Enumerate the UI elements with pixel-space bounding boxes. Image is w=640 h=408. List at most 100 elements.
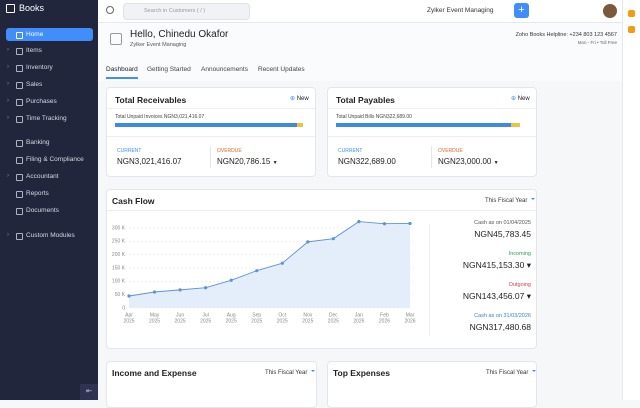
nav-item[interactable]: › Custom Modules [6,229,93,242]
overdue-label: OVERDUE [438,148,463,154]
summary-label: Incoming [508,251,531,257]
point[interactable] [306,240,310,244]
summary-amount: NGN415,153.30 [462,260,525,270]
nav-label: Custom Modules [26,232,75,239]
summary-value: NGN317,480.68 [470,322,531,332]
y-tick-label: 50 K [115,292,126,298]
x-tick-year: 2026 [353,318,364,324]
nav-label: Purchases [26,98,57,105]
summary-value[interactable]: NGN415,153.30 ▾ [462,260,531,270]
x-tick-year: 2025 [149,318,160,324]
point[interactable] [178,288,182,292]
search-box[interactable]: Search in Customers ( / ) [123,3,250,20]
org-switcher[interactable]: Zylker Event Managing [427,7,494,14]
org-icon [110,33,122,45]
line [128,221,411,297]
tab[interactable]: Getting Started [147,66,191,73]
point[interactable] [382,222,387,226]
nav-label: Filing & Compliance [26,156,84,163]
x-tick-label: Aug [227,312,236,318]
new-link[interactable]: ⊕ New [290,96,309,102]
x-tick-label: Oct [278,312,286,318]
income-expense-card: Income and Expense This Fiscal Year [106,361,317,408]
tab[interactable]: Recent Updates [258,66,305,73]
collapse[interactable]: ⇤ [80,384,98,400]
x-tick-year: 2025 [175,318,186,324]
nav-icon [16,32,23,39]
nav-label: Accountant [26,173,59,180]
overdue-value: NGN20,786.15 [217,157,271,166]
strip-icon[interactable] [628,10,635,17]
nav-icon [16,140,23,147]
x-tick-label: Apr [125,312,133,318]
period-select[interactable]: This Fiscal Year [486,370,536,376]
x-tick-year: 2025 [302,318,313,324]
logo [6,4,15,13]
point[interactable] [357,220,361,224]
avatar[interactable] [603,4,617,18]
nav-item[interactable]: › Purchases [6,95,93,108]
summary-amount: NGN45,783.45 [474,229,531,239]
point[interactable] [255,269,259,273]
overdue-amount[interactable]: NGN20,786.15 ▼ [217,157,278,166]
nav-item[interactable]: Home [6,28,93,41]
chevron: › [7,232,9,238]
nav-item[interactable]: › Accountant [6,170,93,183]
chevron: › [7,98,9,104]
strip-icon[interactable] [628,26,635,33]
chevron: › [7,47,9,53]
sidebar: Books ⇤ Home › Items › Inventory › Sales › Purch… [0,0,98,400]
point[interactable] [127,294,131,298]
y-tick-label: 150 K [112,265,126,271]
summary-value[interactable]: NGN143,456.07 ▾ [462,291,531,301]
nav-icon [16,48,23,55]
nav-item[interactable]: Reports [6,187,93,200]
point[interactable] [152,290,157,294]
point[interactable] [408,221,412,226]
overdue-amount[interactable]: NGN23,000.00 ▼ [438,157,499,166]
nav-item[interactable]: › Items [6,44,93,57]
nav-item[interactable]: Filing & Compliance [6,153,93,166]
nav-item[interactable]: Banking [6,136,93,149]
current-label: CURRENT [117,148,142,154]
point[interactable] [229,278,233,282]
current-label: CURRENT [338,148,363,154]
x-tick-year: 2026 [404,318,415,324]
summary-amount: NGN317,480.68 [469,322,531,332]
nav-label: Home [26,31,44,38]
x-tick-label: Jan [355,312,363,318]
new-link[interactable]: ⊕ New [511,96,530,102]
nav-label: Time Tracking [26,115,67,122]
nav-item[interactable]: › Sales [6,78,93,91]
top-expenses-card: Top Expenses This Fiscal Year [327,361,537,408]
y-tick-label: 300 K [112,225,126,231]
point[interactable] [204,286,208,290]
overdue-label: OVERDUE [217,148,242,154]
chevron: › [7,173,9,179]
tab[interactable]: Dashboard [106,66,138,79]
new-button[interactable]: + [514,3,529,18]
point[interactable] [280,261,284,265]
nav-item[interactable]: Documents [6,204,93,217]
overdue-value: NGN23,000.00 [438,157,492,166]
nav-item[interactable]: › Time Tracking [6,112,93,125]
progress-bar [336,123,520,127]
tab[interactable]: Announcements [201,66,248,73]
card-title: Income and Expense [112,368,197,378]
refresh[interactable] [106,6,114,14]
progress-bar [115,123,303,127]
new-label: New [517,96,530,102]
x-tick-label: May [150,312,160,318]
period-select[interactable]: This Fiscal Year [265,370,315,376]
nav-label: Reports [26,190,49,197]
x-tick-year: 2025 [328,318,339,324]
summary-label: Outgoing [508,282,531,288]
x-tick-label: Nov [303,312,312,318]
point[interactable] [331,237,335,241]
nav-item[interactable]: › Inventory [6,61,93,74]
receivables-card: Total Receivables ⊕ New Total Unpaid Inv… [106,87,316,177]
period-select[interactable]: This Fiscal Year [485,198,535,204]
y-tick-label: 200 K [112,252,126,258]
